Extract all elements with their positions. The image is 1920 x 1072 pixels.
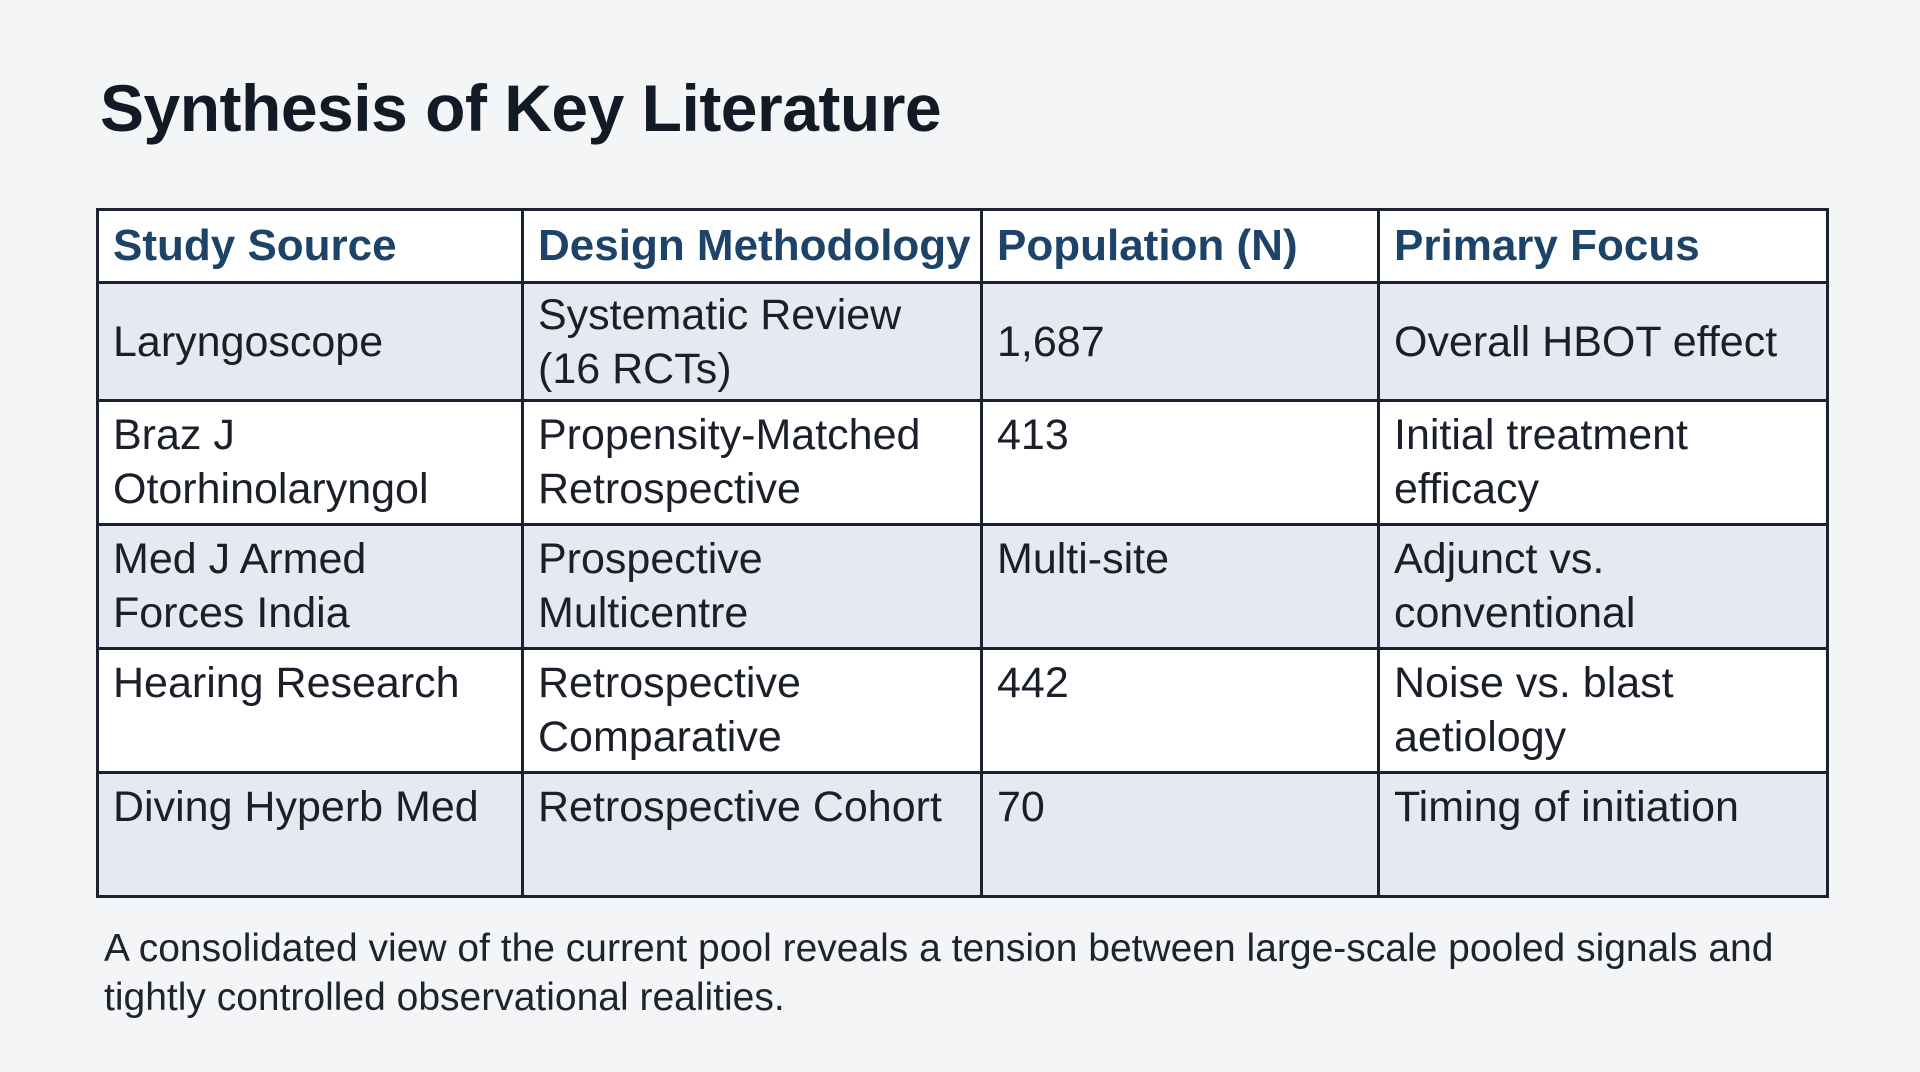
- cell-population: Multi-site: [982, 525, 1379, 649]
- literature-table: Study Source Design Methodology Populati…: [96, 208, 1829, 898]
- table-row: Laryngoscope Systematic Review (16 RCTs)…: [98, 283, 1828, 401]
- cell-design: Propensity-Matched Retrospective: [523, 401, 982, 525]
- cell-study-source: Laryngoscope: [98, 283, 523, 401]
- cell-population: 442: [982, 649, 1379, 773]
- table-row: Med J Armed Forces India Prospective Mul…: [98, 525, 1828, 649]
- caption-text: A consolidated view of the current pool …: [104, 924, 1824, 1022]
- header-primary-focus: Primary Focus: [1379, 210, 1828, 283]
- header-design-methodology: Design Methodology: [523, 210, 982, 283]
- cell-design: Retrospective Cohort: [523, 773, 982, 897]
- cell-focus: Overall HBOT effect: [1379, 283, 1828, 401]
- cell-population: 70: [982, 773, 1379, 897]
- table-header-row: Study Source Design Methodology Populati…: [98, 210, 1828, 283]
- cell-population: 413: [982, 401, 1379, 525]
- cell-study-source: Med J Armed Forces India: [98, 525, 523, 649]
- cell-design: Systematic Review (16 RCTs): [523, 283, 982, 401]
- page-title: Synthesis of Key Literature: [100, 70, 941, 146]
- cell-focus: Noise vs. blast aetiology: [1379, 649, 1828, 773]
- cell-study-source: Braz J Otorhinolaryngol: [98, 401, 523, 525]
- cell-focus: Timing of initiation: [1379, 773, 1828, 897]
- header-study-source: Study Source: [98, 210, 523, 283]
- cell-focus: Initial treatment efficacy: [1379, 401, 1828, 525]
- table-row: Hearing Research Retrospective Comparati…: [98, 649, 1828, 773]
- cell-focus: Adjunct vs. conventional: [1379, 525, 1828, 649]
- cell-study-source: Diving Hyperb Med: [98, 773, 523, 897]
- cell-design: Prospective Multicentre: [523, 525, 982, 649]
- table-row: Braz J Otorhinolaryngol Propensity-Match…: [98, 401, 1828, 525]
- table-row: Diving Hyperb Med Retrospective Cohort 7…: [98, 773, 1828, 897]
- cell-population: 1,687: [982, 283, 1379, 401]
- header-population: Population (N): [982, 210, 1379, 283]
- cell-design: Retrospective Comparative: [523, 649, 982, 773]
- cell-study-source: Hearing Research: [98, 649, 523, 773]
